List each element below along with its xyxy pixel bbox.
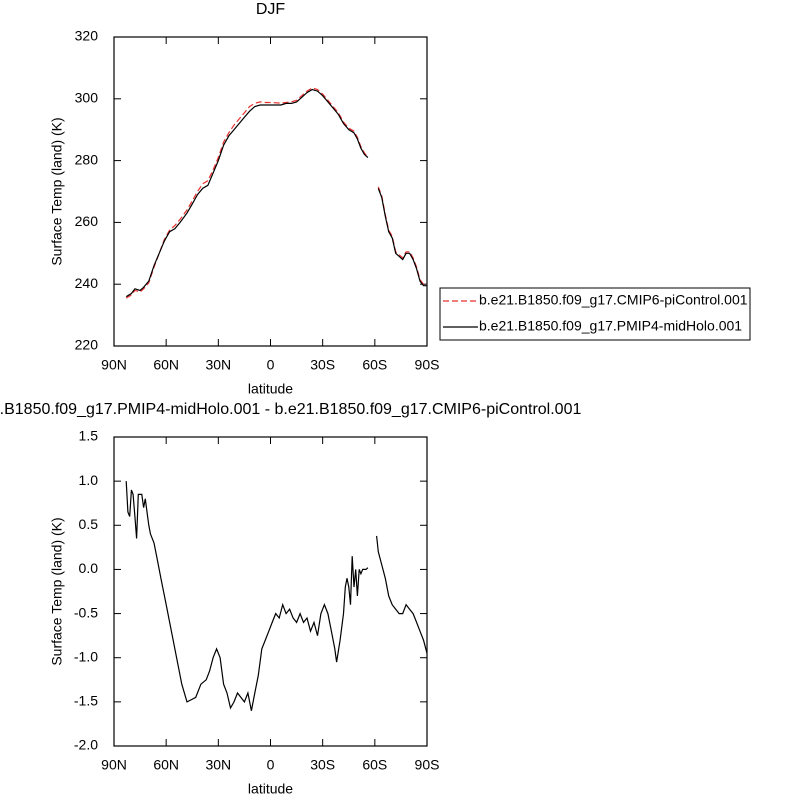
x-tick-label: 30N	[205, 357, 231, 373]
y-tick-label: 280	[75, 151, 99, 167]
x-tick-label: 30S	[310, 757, 335, 773]
y-tick-label: 240	[75, 275, 99, 291]
y-tick-label: 300	[75, 90, 99, 106]
legend-label: b.e21.B1850.f09_g17.PMIP4-midHolo.001	[479, 318, 742, 334]
legend-label: b.e21.B1850.f09_g17.CMIP6-piControl.001	[479, 292, 748, 308]
x-axis-label: latitude	[248, 381, 293, 397]
x-axis-label: latitude	[248, 781, 293, 797]
x-tick-label: 90N	[101, 357, 127, 373]
x-tick-label: 90S	[415, 757, 440, 773]
data-line	[125, 88, 427, 298]
y-tick-label: 0.5	[79, 516, 99, 532]
y-axis-label: Surface Temp (land) (K)	[49, 517, 65, 665]
x-tick-label: 60S	[362, 357, 387, 373]
y-axis-label: Surface Temp (land) (K)	[49, 117, 65, 265]
legend-box	[439, 287, 751, 341]
y-tick-label: -1.0	[74, 648, 98, 664]
x-tick-label: 90S	[415, 357, 440, 373]
y-tick-label: 1.0	[79, 472, 99, 488]
x-tick-label: 30S	[310, 357, 335, 373]
data-line	[125, 87, 428, 299]
y-tick-label: 0.0	[79, 560, 99, 576]
plot-frame	[113, 36, 428, 347]
y-tick-label: -1.5	[74, 693, 98, 709]
y-tick-label: -2.0	[74, 737, 98, 753]
y-tick-label: -0.5	[74, 604, 98, 620]
y-tick-label: 1.5	[79, 428, 99, 444]
x-tick-label: 60N	[153, 357, 179, 373]
x-tick-label: 0	[267, 357, 275, 373]
data-line	[125, 481, 428, 711]
plot-frame	[113, 436, 428, 747]
y-tick-label: 320	[75, 28, 99, 44]
x-tick-label: 90N	[101, 757, 127, 773]
chart-title: DJF	[256, 1, 286, 18]
x-tick-label: 30N	[205, 757, 231, 773]
x-tick-label: 0	[267, 757, 275, 773]
y-tick-label: 260	[75, 213, 99, 229]
y-tick-label: 220	[75, 337, 99, 353]
x-tick-label: 60N	[153, 757, 179, 773]
x-tick-label: 60S	[362, 757, 387, 773]
chart-title: b.e21.B1850.f09_g17.PMIP4-midHolo.001 - …	[0, 401, 581, 418]
